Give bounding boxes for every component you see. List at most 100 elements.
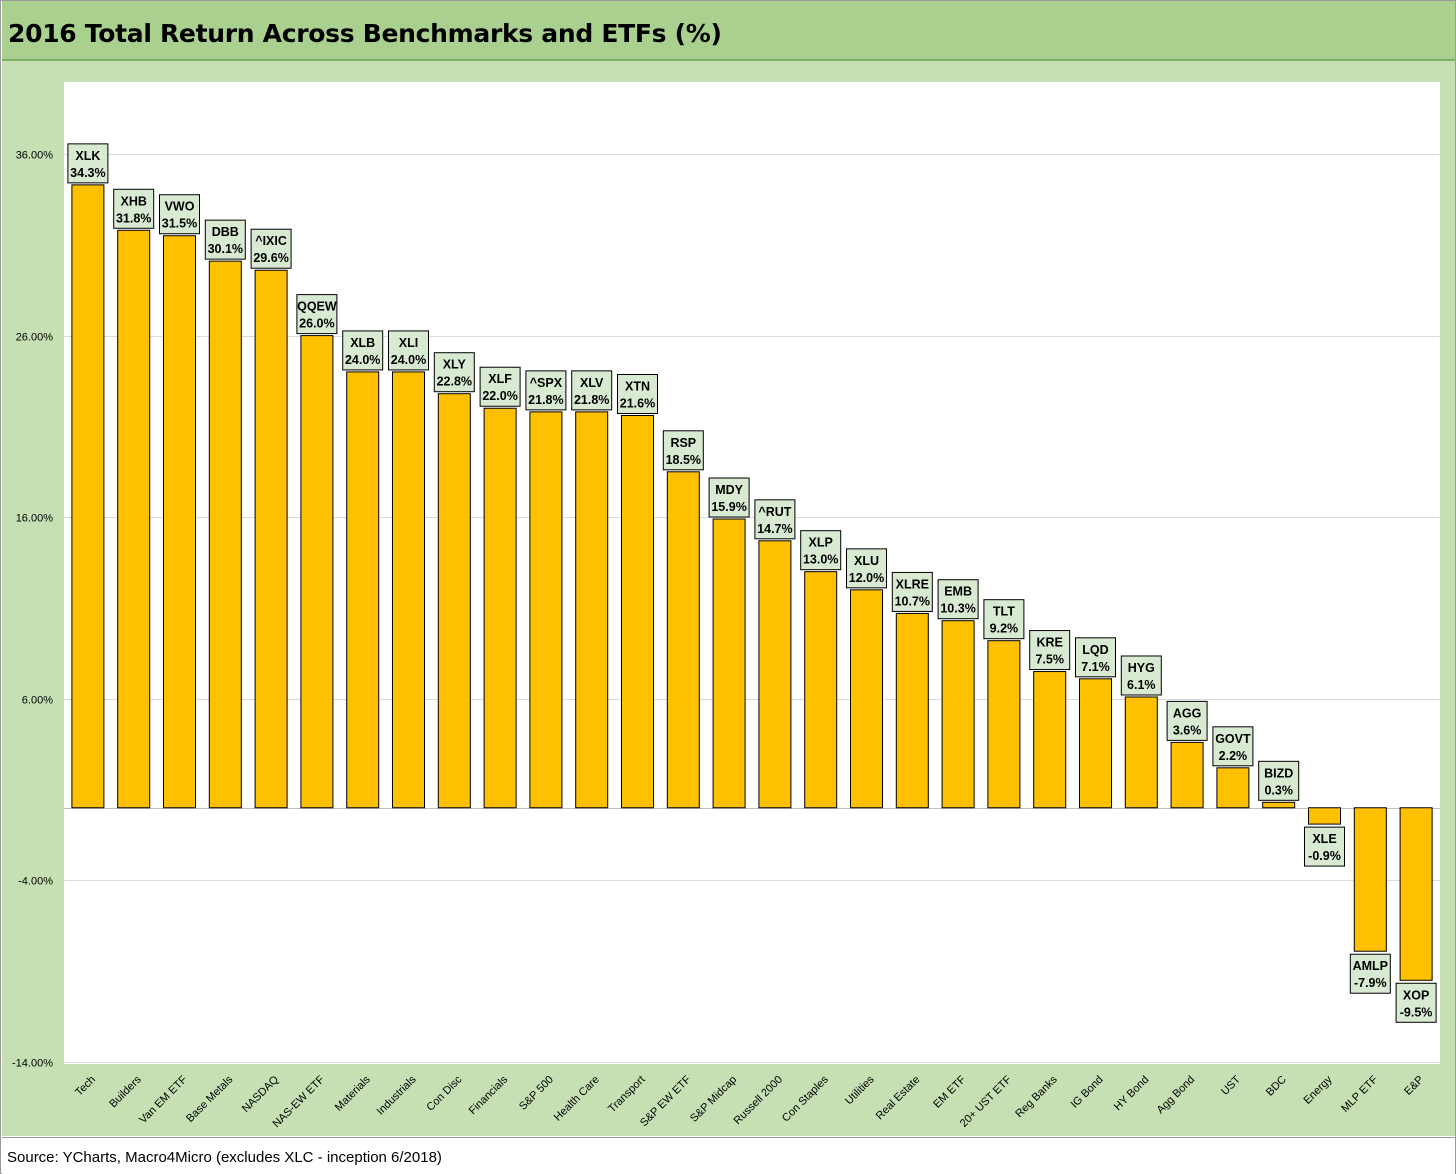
- data-label-box: [1395, 982, 1437, 1023]
- data-label-box: [525, 370, 567, 411]
- data-label: 22.8%: [437, 375, 472, 389]
- data-label-box: [617, 374, 658, 415]
- x-tick-label: Con Staples: [780, 1073, 831, 1124]
- ticker-label: DBB: [212, 225, 239, 239]
- x-tick-label: S&P Midcap: [688, 1074, 739, 1125]
- data-label: 13.0%: [803, 553, 838, 567]
- data-label: 26.0%: [299, 317, 334, 331]
- data-label-box: [662, 430, 704, 471]
- ticker-label: AMLP: [1353, 959, 1388, 973]
- bar: [941, 620, 975, 809]
- x-tick-label: UST: [1219, 1073, 1243, 1097]
- data-label-box: [846, 548, 887, 589]
- chart-area: 36.00% 26.00% 16.00% 6.00% -4.00% -14.00% XLK 3…: [2, 61, 1455, 1136]
- data-label-box: [1304, 826, 1345, 867]
- y-tick-label: 26.00%: [16, 332, 54, 344]
- data-label: 3.6%: [1173, 723, 1202, 737]
- data-label: -9.5%: [1400, 1005, 1433, 1019]
- data-label: 6.1%: [1127, 678, 1156, 692]
- data-label-box: [67, 143, 109, 184]
- bar: [1399, 807, 1433, 981]
- ticker-label: XLU: [854, 554, 879, 568]
- data-label: 7.5%: [1035, 653, 1064, 667]
- data-label: 2.2%: [1219, 749, 1248, 763]
- y-tick-label: 36.00%: [16, 150, 54, 162]
- x-tick-label: Materials: [333, 1073, 373, 1113]
- ticker-label: ^IXIC: [255, 234, 287, 248]
- x-tick-label: Base Metals: [184, 1073, 236, 1125]
- bar: [850, 589, 883, 809]
- bar: [1033, 671, 1067, 809]
- ticker-label: BIZD: [1264, 766, 1293, 780]
- bar: [666, 471, 700, 809]
- data-label-box: [433, 352, 475, 393]
- bar: [71, 184, 105, 809]
- ticker-label: XLV: [580, 376, 604, 390]
- bar: [300, 335, 334, 809]
- bar-chart: 36.00% 26.00% 16.00% 6.00% -4.00% -14.00% XLK 3…: [12, 143, 1440, 1130]
- x-tick-label: EM ETF: [931, 1073, 968, 1110]
- data-label: 21.8%: [528, 393, 563, 407]
- x-tick-label: Van EM ETF: [137, 1073, 190, 1126]
- ticker-label: AGG: [1173, 706, 1201, 720]
- ticker-label: GOVT: [1215, 732, 1251, 746]
- bar: [1353, 807, 1387, 952]
- data-label-box: [708, 477, 750, 518]
- data-label-box: [1075, 637, 1116, 678]
- bar: [1079, 678, 1112, 809]
- bar: [1124, 696, 1158, 809]
- data-label: 21.6%: [620, 397, 655, 411]
- ticker-label: LQD: [1082, 643, 1108, 657]
- ticker-label: QQEW: [297, 300, 337, 314]
- data-label-box: [250, 228, 292, 269]
- ticker-label: TLT: [993, 605, 1015, 619]
- y-tick-label: 6.00%: [22, 695, 53, 707]
- data-label: 15.9%: [711, 500, 746, 514]
- data-label: 21.8%: [574, 393, 609, 407]
- x-tick-label: NASDAQ: [240, 1073, 282, 1115]
- ticker-label: XLI: [399, 336, 418, 350]
- bar: [895, 612, 929, 809]
- source-bar: Source: YCharts, Macro4Micro (excludes X…: [2, 1137, 1455, 1174]
- x-tick-label: Con Disc: [424, 1073, 464, 1113]
- ticker-label: ^RUT: [758, 505, 791, 519]
- x-tick-label: IG Bond: [1069, 1074, 1106, 1111]
- data-label: 12.0%: [849, 571, 884, 585]
- data-label: 34.3%: [70, 166, 105, 180]
- bar: [1170, 741, 1204, 809]
- data-label-box: [1166, 700, 1208, 741]
- chart-title: 2016 Total Return Across Benchmarks and …: [8, 19, 722, 48]
- data-label: 31.5%: [162, 217, 197, 231]
- plot-area: [64, 82, 1440, 1064]
- data-label-box: [159, 194, 200, 235]
- data-label-box: [800, 530, 842, 571]
- bar: [575, 411, 609, 809]
- data-label: 24.0%: [391, 353, 426, 367]
- data-label-box: [1120, 655, 1162, 696]
- data-label: 14.7%: [757, 522, 792, 536]
- bar: [529, 411, 563, 809]
- x-tick-label: Builders: [107, 1073, 144, 1110]
- data-label-box: [342, 330, 384, 371]
- bar: [1216, 767, 1250, 809]
- data-label: 31.8%: [116, 211, 151, 225]
- bar: [758, 540, 792, 809]
- x-tick-label: Energy: [1301, 1073, 1334, 1106]
- ticker-label: XTN: [625, 380, 650, 394]
- x-tick-label: Russell 2000: [732, 1074, 785, 1127]
- ticker-label: XLB: [350, 336, 375, 350]
- ticker-label: XLRE: [896, 577, 929, 591]
- data-label-box: [1029, 630, 1071, 671]
- data-label: -0.9%: [1308, 849, 1341, 863]
- data-label: 10.3%: [940, 602, 975, 616]
- data-label-box: [204, 219, 246, 260]
- x-tick-label: Utilities: [843, 1073, 877, 1107]
- data-label-box: [571, 370, 613, 411]
- bar: [1308, 807, 1341, 825]
- ticker-label: ^SPX: [530, 376, 563, 390]
- x-tick-label: Health Care: [552, 1074, 602, 1124]
- ticker-label: MDY: [715, 483, 743, 497]
- x-tick-label: HY Bond: [1112, 1074, 1151, 1113]
- x-tick-label: S&P 500: [517, 1074, 556, 1113]
- data-label-box: [983, 599, 1025, 640]
